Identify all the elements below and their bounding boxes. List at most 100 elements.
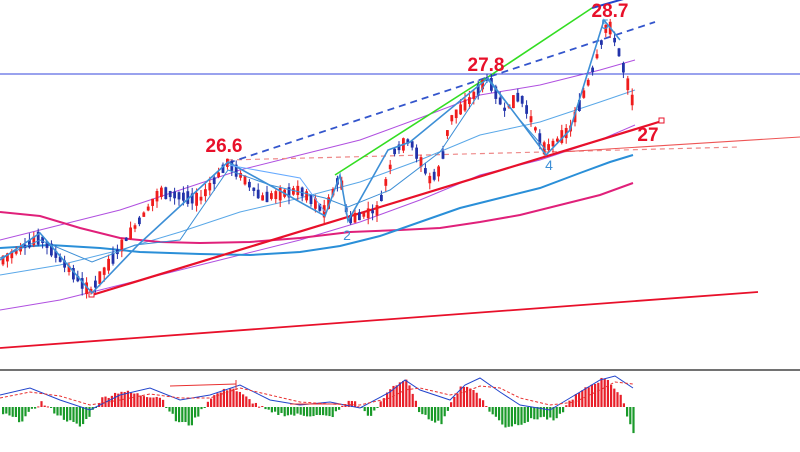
macd-bar [619,394,622,407]
candle-body [582,90,586,98]
candle-body [195,192,198,206]
macd-bar [613,388,616,407]
macd-bar [318,407,321,416]
candle-body [437,166,440,177]
macd-bar [555,407,558,419]
macd-bar [517,407,520,426]
macd-bar [8,407,11,416]
price-label-27-8: 27.8 [468,55,505,76]
candle-body [50,243,53,256]
macd-bar [190,407,193,426]
macd-bar [376,407,379,408]
macd-bar [18,407,21,423]
macd-bar [597,382,600,407]
candle-body [503,107,506,111]
candle-body [190,193,194,204]
candle-body [287,187,291,198]
candle-body [102,267,106,275]
candle-body [560,130,564,143]
candle-body [155,191,159,202]
macd-bar [523,407,526,424]
candle-body [252,187,256,191]
macd-bar [174,407,177,422]
candle-body [450,115,454,122]
macd-bar [485,405,488,407]
candle-body [362,212,366,217]
candle-body [89,288,93,293]
macd-bar [322,407,325,416]
macd-bar [350,400,353,407]
candle-body [472,91,476,99]
macd-bar [357,406,360,408]
candle-body [45,241,49,248]
macd-bar [267,407,270,410]
macd-bar [446,407,449,411]
macd-bar [72,407,75,422]
macd-bar [622,403,625,407]
macd-bar [472,390,475,407]
macd-bar [142,396,145,407]
price-label-28-7: 28.7 [592,1,629,22]
candle-body [604,24,608,33]
dashed-level-line [227,146,741,161]
candle-body [393,148,396,155]
macd-bar [574,394,577,407]
candle-body [120,239,124,252]
macd-bar [488,407,491,412]
macd-bar [482,400,485,407]
candle-body [371,210,374,214]
macd-bar [219,392,222,407]
macd-bar [590,384,593,407]
macd-bar [286,407,289,416]
candle-body [292,188,295,195]
macd-bar [290,407,293,415]
macd-bar [626,407,629,417]
macd-bar [510,407,513,427]
macd-bar [258,406,261,408]
macd-bar [280,407,283,414]
macd-bar [261,405,264,407]
macd-bar [200,407,203,410]
candle-body [54,250,58,258]
macd-bar [411,393,414,407]
macd-bar [405,379,408,407]
macd-bar [382,398,385,407]
candle-body [67,265,71,273]
macd-bar [338,407,341,410]
thin-red-line [559,136,800,153]
macd-bar [270,407,273,413]
macd-bar [194,407,197,418]
macd-bar [229,388,232,407]
macd-bar [14,407,17,418]
macd-bar [370,407,373,416]
macd-bar [424,407,427,415]
candle-body [256,189,260,199]
macd-bar [46,406,49,408]
macd-bar [82,407,85,425]
candle-body [76,275,80,282]
macd-bar [203,407,206,408]
candle-body [520,95,524,104]
macd-bar [475,392,478,407]
macd-bar [206,401,209,407]
candle-body [138,217,141,225]
macd-bar [178,407,181,423]
macd-bar [274,407,277,412]
candle-body [366,208,370,219]
candle-body [208,182,212,191]
macd-bar [43,405,46,407]
green-line-1 [334,76,489,176]
candle-body [441,151,445,159]
macd-bar [581,390,584,407]
candle-body [32,236,36,246]
candle-body [41,236,44,244]
candle-body [375,205,379,216]
macd-bar [347,400,350,407]
candle-body [318,204,322,211]
candle-body [446,130,449,136]
macd-bar [232,388,235,407]
macd-bar [283,407,286,417]
signal-line [0,381,634,406]
